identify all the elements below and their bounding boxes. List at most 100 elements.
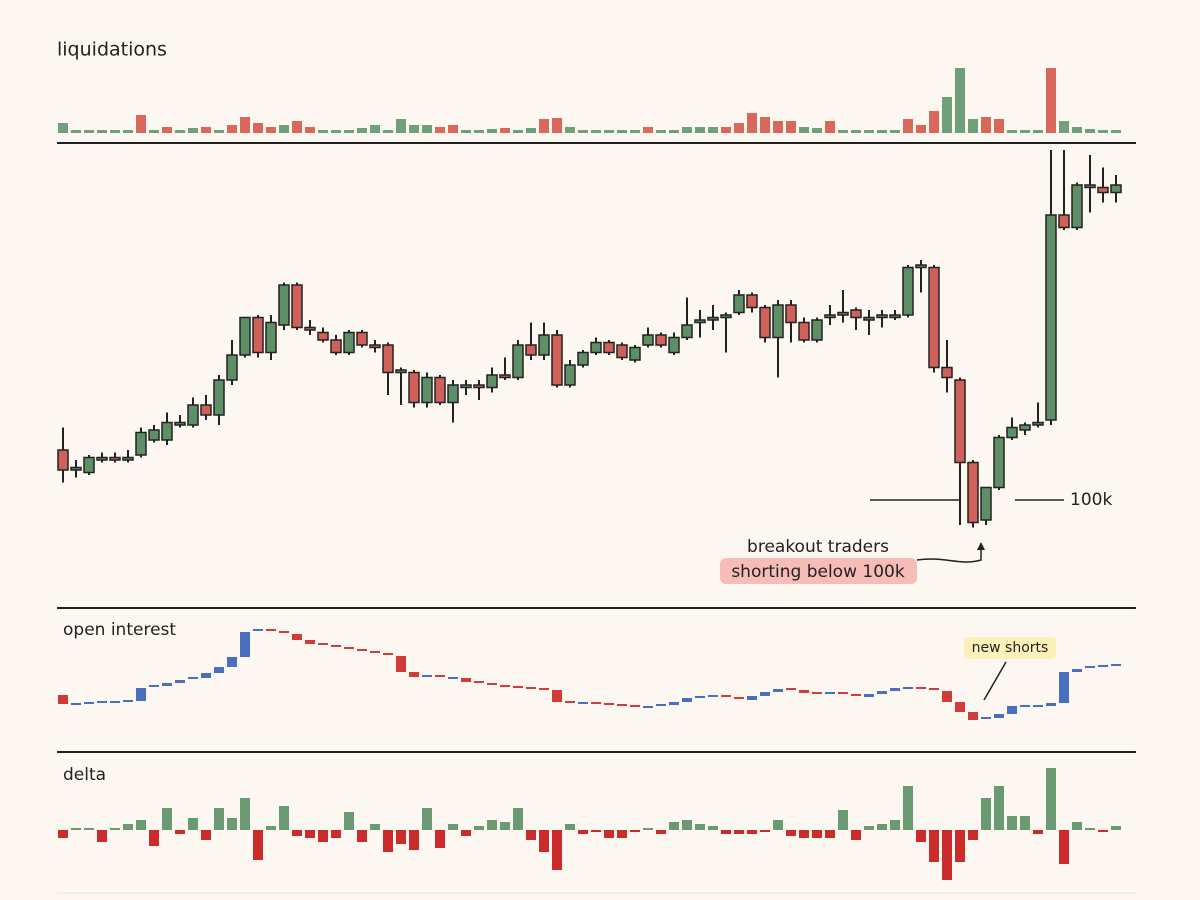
bar <box>396 119 406 133</box>
candle-body <box>955 702 965 712</box>
candle-body <box>759 306 771 339</box>
candle-body <box>681 324 693 339</box>
candle-body <box>577 351 589 366</box>
candle-body <box>344 647 354 649</box>
candle-body <box>461 678 471 682</box>
candle-body <box>136 688 146 701</box>
candle-body <box>252 316 264 354</box>
annotation-arrow <box>916 546 982 563</box>
bar <box>344 812 354 830</box>
bar <box>240 798 250 830</box>
bar <box>708 127 718 133</box>
bar <box>539 119 549 133</box>
bar <box>123 824 133 830</box>
bar <box>1046 768 1056 830</box>
bar <box>500 128 510 133</box>
bar <box>812 128 822 133</box>
bar <box>812 830 822 838</box>
bar <box>435 830 445 848</box>
candle-body <box>850 309 862 319</box>
bar <box>877 824 887 830</box>
candle-body <box>487 683 497 685</box>
candle-body <box>526 687 536 689</box>
candle-body <box>1111 664 1121 666</box>
bar <box>58 123 68 133</box>
candle-body <box>1071 184 1083 229</box>
bar <box>1098 830 1108 832</box>
bar <box>825 830 835 838</box>
candle-body <box>473 384 485 389</box>
bar <box>1033 830 1043 834</box>
bar <box>513 808 523 830</box>
candle-body <box>551 334 563 386</box>
candle-body <box>772 304 784 339</box>
bar <box>773 820 783 830</box>
candle-body <box>552 690 562 702</box>
candle-body <box>682 698 692 702</box>
annotation-line <box>983 661 1007 701</box>
bar <box>591 830 601 832</box>
candle-body <box>84 702 94 704</box>
bar <box>175 830 185 834</box>
bar <box>357 830 367 842</box>
bar <box>747 113 757 133</box>
bar <box>760 117 770 133</box>
candle-body <box>343 331 355 354</box>
bar <box>526 128 536 133</box>
candle-body <box>993 436 1005 489</box>
bar <box>656 830 666 834</box>
bar <box>305 830 315 838</box>
bar <box>1059 830 1069 864</box>
candle-body <box>278 284 290 326</box>
bar <box>864 826 874 830</box>
bar <box>1059 121 1069 133</box>
candle-body <box>629 346 641 361</box>
bar <box>435 127 445 133</box>
candle-body <box>357 649 367 651</box>
bar <box>617 830 627 838</box>
bar <box>344 130 354 133</box>
candle-body <box>279 631 289 633</box>
candle-body <box>227 657 237 667</box>
candle-body <box>57 449 69 471</box>
candle-body <box>96 456 108 461</box>
bar <box>942 97 952 133</box>
bar <box>448 824 458 830</box>
bar <box>84 828 94 830</box>
bar <box>552 118 562 133</box>
candle-body <box>369 344 381 349</box>
candle-body <box>500 685 510 687</box>
candle-body <box>655 334 667 346</box>
candle-body <box>824 314 836 319</box>
candle-body <box>201 673 211 678</box>
bar <box>331 830 341 838</box>
candle-body <box>760 692 770 696</box>
bar <box>851 830 861 840</box>
candle-body <box>668 336 680 354</box>
candle-body <box>317 331 329 341</box>
candle-body <box>1032 421 1044 426</box>
candle-body <box>408 371 420 404</box>
candle-body <box>669 702 679 705</box>
candle-body <box>1110 184 1122 194</box>
bar <box>838 810 848 830</box>
candle-body <box>538 334 550 356</box>
bar <box>942 830 952 880</box>
candle-body <box>890 688 900 691</box>
candle-body <box>1046 703 1056 706</box>
bar <box>188 818 198 830</box>
bar <box>1111 130 1121 133</box>
bar <box>162 808 172 830</box>
annotation: new shorts <box>972 640 1049 656</box>
candle-body <box>512 344 524 379</box>
bar <box>383 130 393 133</box>
candle-body <box>382 344 394 374</box>
candle-body <box>812 692 822 694</box>
bar <box>656 130 666 133</box>
bar <box>71 130 81 133</box>
candle-body <box>331 645 341 647</box>
bar <box>370 824 380 830</box>
panel-title: delta <box>63 765 106 785</box>
candle-body <box>825 692 835 694</box>
